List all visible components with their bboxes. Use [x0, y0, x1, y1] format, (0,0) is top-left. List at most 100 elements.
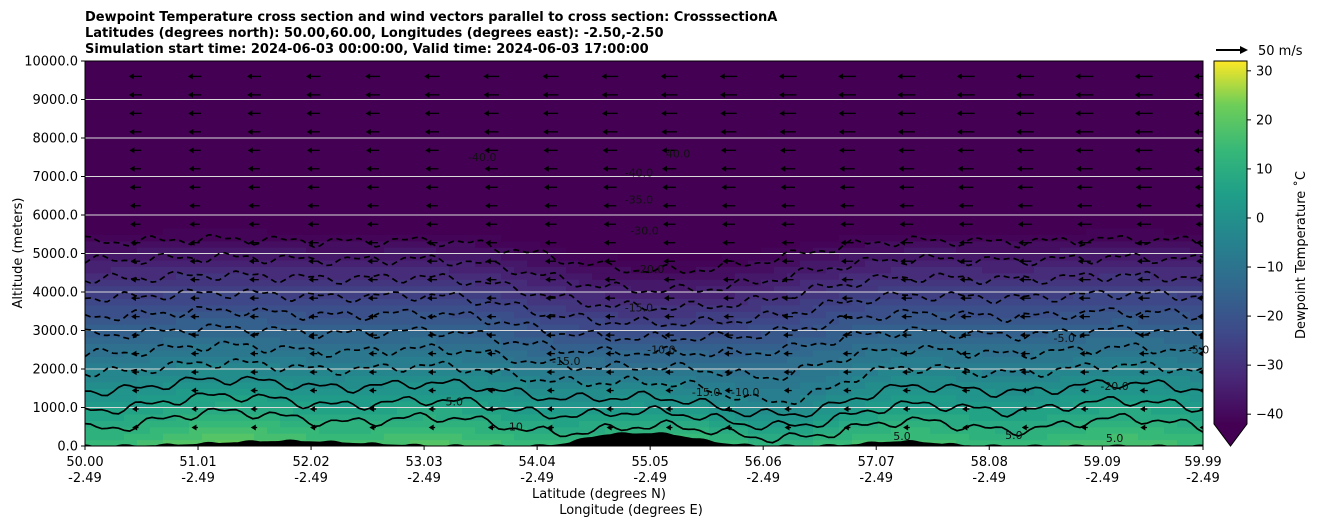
contour-cell	[111, 388, 125, 396]
contour-cell	[462, 253, 476, 261]
contour-cell	[683, 99, 697, 107]
contour-cell	[98, 356, 112, 364]
contour-cell	[1060, 356, 1074, 364]
contour-cell	[553, 163, 567, 171]
contour-cell	[358, 343, 372, 351]
contour-cell	[124, 375, 138, 383]
contour-cell	[917, 426, 931, 434]
contour-cell	[1125, 279, 1139, 287]
contour-cell	[228, 195, 242, 203]
contour-cell	[371, 67, 385, 75]
contour-cell	[514, 144, 528, 152]
contour-cell	[280, 330, 294, 338]
contour-cell	[696, 176, 710, 184]
contour-cell	[878, 170, 892, 178]
contour-cell	[1060, 93, 1074, 101]
contour-cell	[436, 67, 450, 75]
contour-cell	[410, 401, 424, 409]
contour-cell	[943, 93, 957, 101]
contour-cell	[969, 131, 983, 139]
contour-cell	[1060, 247, 1074, 255]
contour-cell	[748, 80, 762, 88]
contour-cell	[1099, 356, 1113, 364]
contour-cell	[319, 247, 333, 255]
contour-cell	[306, 195, 320, 203]
contour-cell	[657, 272, 671, 280]
contour-cell	[1047, 176, 1061, 184]
contour-cell	[696, 317, 710, 325]
contour-cell	[748, 311, 762, 319]
contour-cell	[774, 80, 788, 88]
contour-cell	[917, 413, 931, 421]
contour-cell	[1034, 170, 1048, 178]
contour-cell	[332, 401, 346, 409]
contour-cell	[826, 234, 840, 242]
contour-cell	[930, 394, 944, 402]
contour-cell	[202, 420, 216, 428]
contour-cell	[735, 215, 749, 223]
contour-cell	[631, 105, 645, 113]
contour-cell	[371, 86, 385, 94]
contour-cell	[1047, 118, 1061, 126]
contour-cell	[618, 182, 632, 190]
contour-cell	[397, 298, 411, 306]
contour-cell	[202, 144, 216, 152]
contour-cell	[865, 112, 879, 120]
contour-cell	[1060, 304, 1074, 312]
contour-cell	[215, 208, 229, 216]
contour-cell	[553, 407, 567, 415]
contour-cell	[293, 292, 307, 300]
contour-cell	[1047, 195, 1061, 203]
contour-cell	[1034, 439, 1048, 446]
contour-cell	[917, 304, 931, 312]
contour-cell	[605, 131, 619, 139]
contour-cell	[696, 388, 710, 396]
contour-cell	[228, 118, 242, 126]
contour-cell	[423, 285, 437, 293]
contour-cell	[839, 144, 853, 152]
contour-cell	[1021, 381, 1035, 389]
contour-cell	[527, 80, 541, 88]
contour-cell	[1034, 215, 1048, 223]
contour-cell	[774, 86, 788, 94]
contour-cell	[111, 163, 125, 171]
contour-cell	[670, 227, 684, 235]
contour-cell	[150, 304, 164, 312]
contour-cell	[449, 388, 463, 396]
contour-cell	[98, 234, 112, 242]
contour-cell	[839, 73, 853, 81]
contour-cell	[761, 131, 775, 139]
contour-cell	[358, 362, 372, 370]
contour-cell	[150, 253, 164, 261]
contour-cell	[293, 304, 307, 312]
contour-cell	[917, 170, 931, 178]
contour-cell	[1021, 388, 1035, 396]
contour-cell	[605, 144, 619, 152]
contour-cell	[1151, 234, 1165, 242]
contour-cell	[436, 234, 450, 242]
contour-cell	[579, 336, 593, 344]
contour-cell	[1125, 394, 1139, 402]
contour-cell	[696, 311, 710, 319]
contour-cell	[241, 131, 255, 139]
contour-cell	[592, 292, 606, 300]
contour-cell	[254, 138, 268, 146]
contour-cell	[215, 163, 229, 171]
contour-cell	[436, 388, 450, 396]
contour-cell	[280, 157, 294, 165]
contour-cell	[241, 112, 255, 120]
contour-cell	[150, 388, 164, 396]
contour-cell	[1138, 131, 1152, 139]
contour-cell	[631, 317, 645, 325]
contour-cell	[995, 413, 1009, 421]
contour-cell	[839, 93, 853, 101]
contour-cell	[566, 227, 580, 235]
contour-cell	[839, 407, 853, 415]
contour-cell	[488, 138, 502, 146]
contour-cell	[1008, 125, 1022, 133]
contour-cell	[657, 285, 671, 293]
contour-cell	[657, 125, 671, 133]
contour-cell	[1021, 157, 1035, 165]
contour-cell	[1021, 150, 1035, 158]
contour-cell	[813, 157, 827, 165]
